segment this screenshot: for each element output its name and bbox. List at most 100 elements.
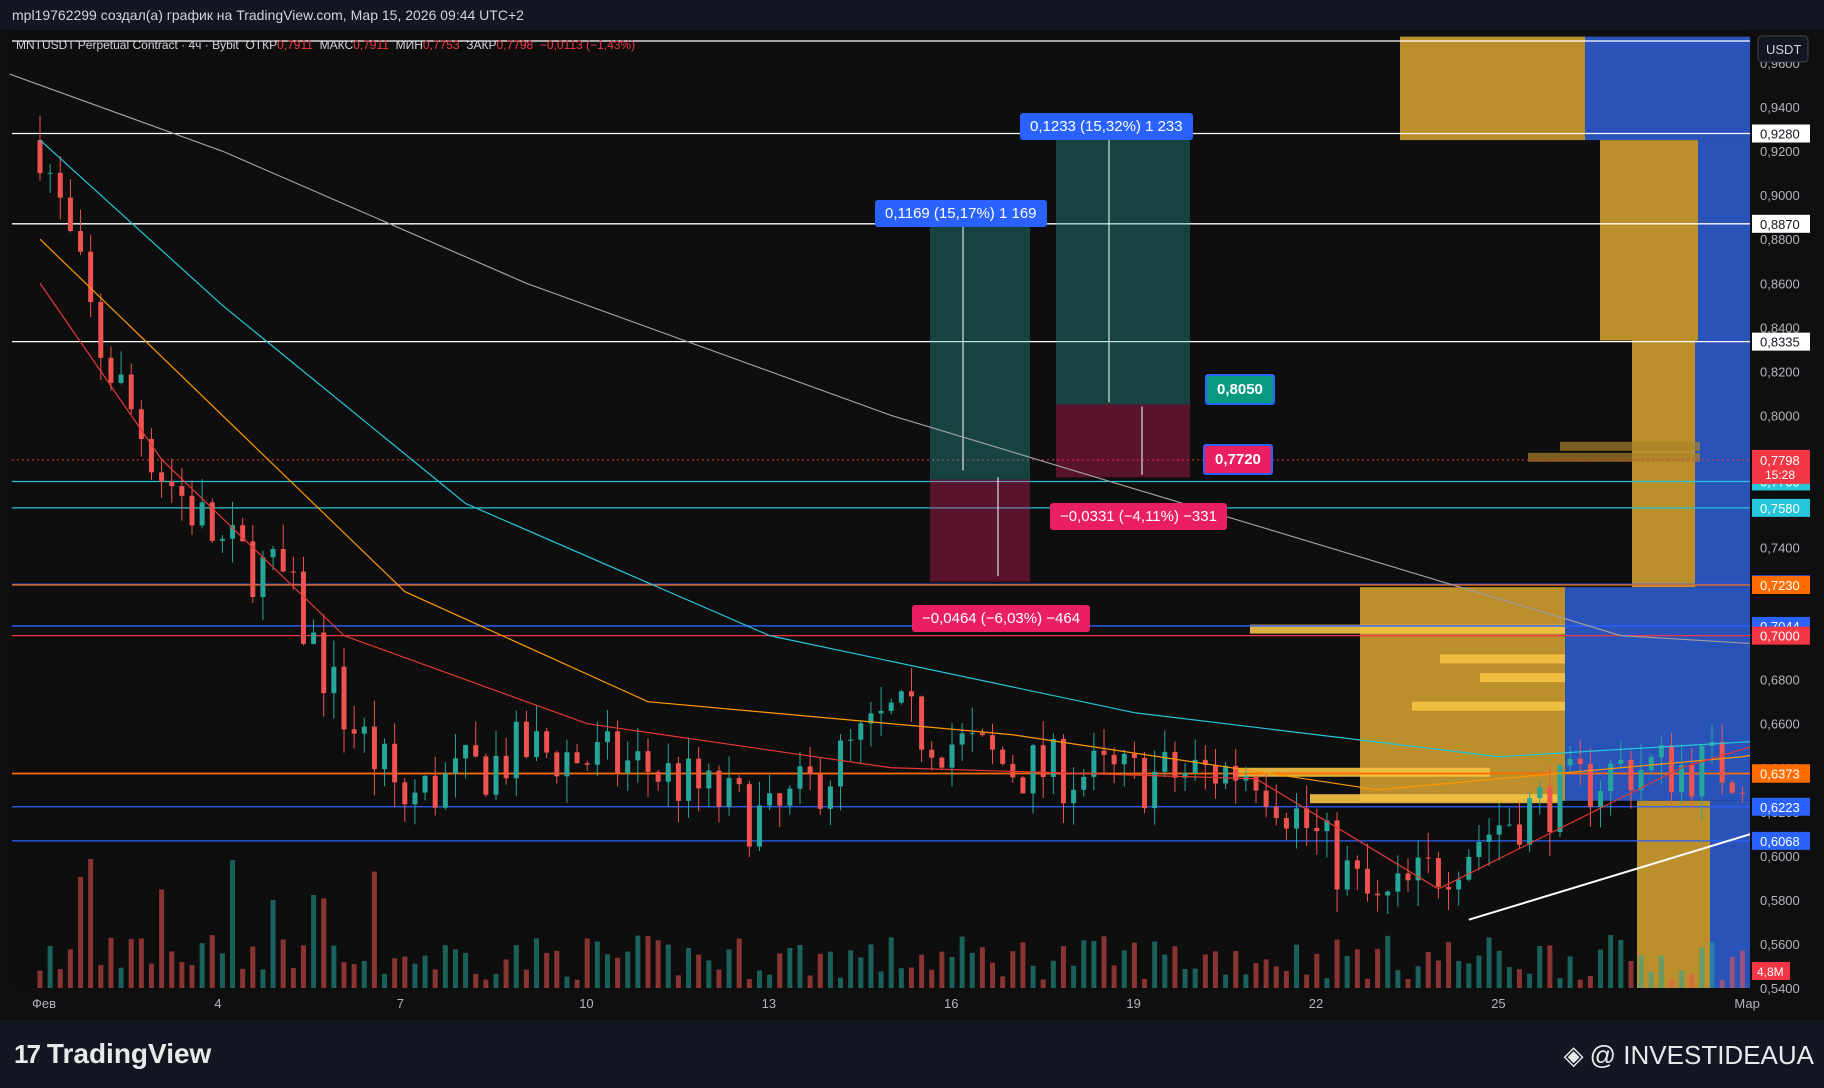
volume-bar [959, 936, 965, 988]
volume-bar [1527, 973, 1533, 988]
callout-red[interactable]: 0,7720 [1203, 444, 1273, 475]
volume-bar [128, 939, 134, 988]
candle-body [574, 752, 580, 764]
volume-profile-block [1360, 587, 1565, 801]
level-price-tag [1752, 626, 1810, 645]
volume-bar [1466, 963, 1472, 988]
time-tick-label: Фев [32, 996, 56, 1011]
legend-change: −0,0113 (−1,43%) [539, 38, 636, 52]
volume-bar [1395, 970, 1401, 988]
time-tick-label: 22 [1309, 996, 1323, 1011]
candle-body [1000, 749, 1006, 764]
price-chart[interactable]: 0,96000,94000,92000,90000,88000,86000,84… [0, 30, 1824, 1020]
currency-button [1757, 35, 1809, 63]
candle-body [1202, 759, 1208, 765]
candle-body [1537, 787, 1543, 799]
volume-bar [1131, 942, 1137, 988]
candle-body [1516, 824, 1522, 845]
candle-body [919, 696, 925, 750]
volume-bar [1689, 974, 1695, 988]
chart-area[interactable]: 0,9600 0,9400 0,9200 0,9000 0,8800 0,8600 0,84… [0, 30, 1824, 1020]
candle-body [898, 691, 904, 703]
candle-body [1415, 857, 1421, 881]
candle-body [787, 788, 793, 806]
volume-bar [1364, 978, 1370, 988]
candle-body [838, 740, 844, 787]
candle-body [341, 666, 347, 730]
volume-bar [483, 979, 489, 988]
volume-profile-bar [1250, 624, 1565, 634]
candle-body [57, 172, 63, 198]
candle-body [138, 409, 144, 439]
volume-bar [1152, 941, 1158, 988]
price-axis: 0,96000,94000,92000,90000,88000,86000,84… [1750, 30, 1824, 1020]
volume-bar [371, 871, 377, 988]
level-price-text: 0,6068 [1760, 834, 1800, 849]
tradingview-logo[interactable]: 17 TradingView [14, 1038, 211, 1070]
volume-bar [1456, 960, 1462, 988]
volume-bar [990, 962, 996, 988]
volume-bar [1314, 953, 1320, 988]
volume-bar [787, 947, 793, 988]
volume-bar [78, 876, 84, 988]
volume-bar [1425, 951, 1431, 988]
volume-bars [37, 858, 1824, 988]
candle-body [1435, 858, 1441, 887]
volume-bar [838, 977, 844, 988]
volume-profile-block [1585, 36, 1750, 141]
candle-body [1446, 886, 1452, 890]
volume-bar [1719, 979, 1725, 988]
legend-high: 0,7911 [353, 38, 389, 52]
candle-body [777, 793, 783, 806]
callout-green[interactable]: 0,8050 [1205, 374, 1275, 405]
candle-body [1142, 757, 1148, 809]
candle-body [98, 302, 104, 358]
volume-bar [1739, 950, 1745, 988]
candle-body [1395, 873, 1401, 892]
volume-profile-block [1698, 140, 1750, 341]
volume-bar [1162, 954, 1168, 988]
volume-bar [321, 898, 327, 988]
candle-body [929, 749, 935, 758]
volume-bar [1253, 963, 1259, 988]
candle-body [1608, 763, 1614, 791]
volume-bar [1202, 954, 1208, 988]
volume-profile-bar [1528, 452, 1700, 462]
level-price-tag [1752, 797, 1810, 816]
volume-bar [1729, 956, 1735, 988]
candle-body [1273, 806, 1279, 819]
volume-bar [868, 944, 874, 988]
candle-body [1101, 750, 1107, 755]
candle-body [47, 172, 53, 174]
candle-body [189, 495, 195, 526]
candle-body [331, 666, 337, 694]
volume-bar [341, 962, 347, 988]
volume-bar [1283, 971, 1289, 988]
candle-body [148, 438, 154, 473]
candle-body [939, 757, 945, 768]
candle-body [908, 691, 914, 697]
volume-bar [696, 954, 702, 988]
chart-header: mpl19762299 создал(а) график на TradingV… [0, 0, 1824, 30]
position-2-profit-zone [1056, 132, 1190, 405]
level-price-tag [1752, 498, 1810, 517]
volume-bar [767, 974, 773, 988]
volume-profile-bar [1233, 767, 1490, 777]
candle-body [128, 374, 134, 410]
volume-bar [574, 979, 580, 988]
candle-body [432, 775, 438, 808]
volume-bar [442, 945, 448, 988]
candle-body [635, 751, 641, 761]
time-tick-label: 19 [1126, 996, 1140, 1011]
volume-bar [908, 967, 914, 988]
position-2-loss-label: −0,0331 (−4,11%) −331 [1050, 503, 1227, 530]
candle-body [1506, 824, 1512, 826]
candle-body [1598, 790, 1604, 808]
current-price-tag [1752, 449, 1810, 484]
level-price-tag [1752, 575, 1810, 594]
time-tick-label: 4 [214, 996, 221, 1011]
volume-bar [240, 968, 246, 988]
volume-bar [534, 938, 540, 988]
volume-bar [554, 950, 560, 988]
volume-profile-bar [1560, 441, 1700, 451]
